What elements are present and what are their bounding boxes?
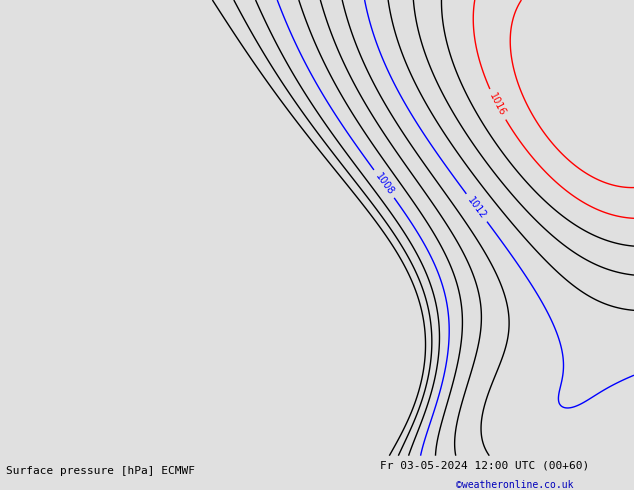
Text: 1008: 1008: [373, 171, 396, 196]
Text: Fr 03-05-2024 12:00 UTC (00+60): Fr 03-05-2024 12:00 UTC (00+60): [380, 461, 590, 471]
Text: 1012: 1012: [465, 195, 488, 220]
Text: Surface pressure [hPa] ECMWF: Surface pressure [hPa] ECMWF: [6, 466, 195, 476]
Text: 1016: 1016: [488, 91, 507, 118]
Text: ©weatheronline.co.uk: ©weatheronline.co.uk: [456, 480, 574, 490]
